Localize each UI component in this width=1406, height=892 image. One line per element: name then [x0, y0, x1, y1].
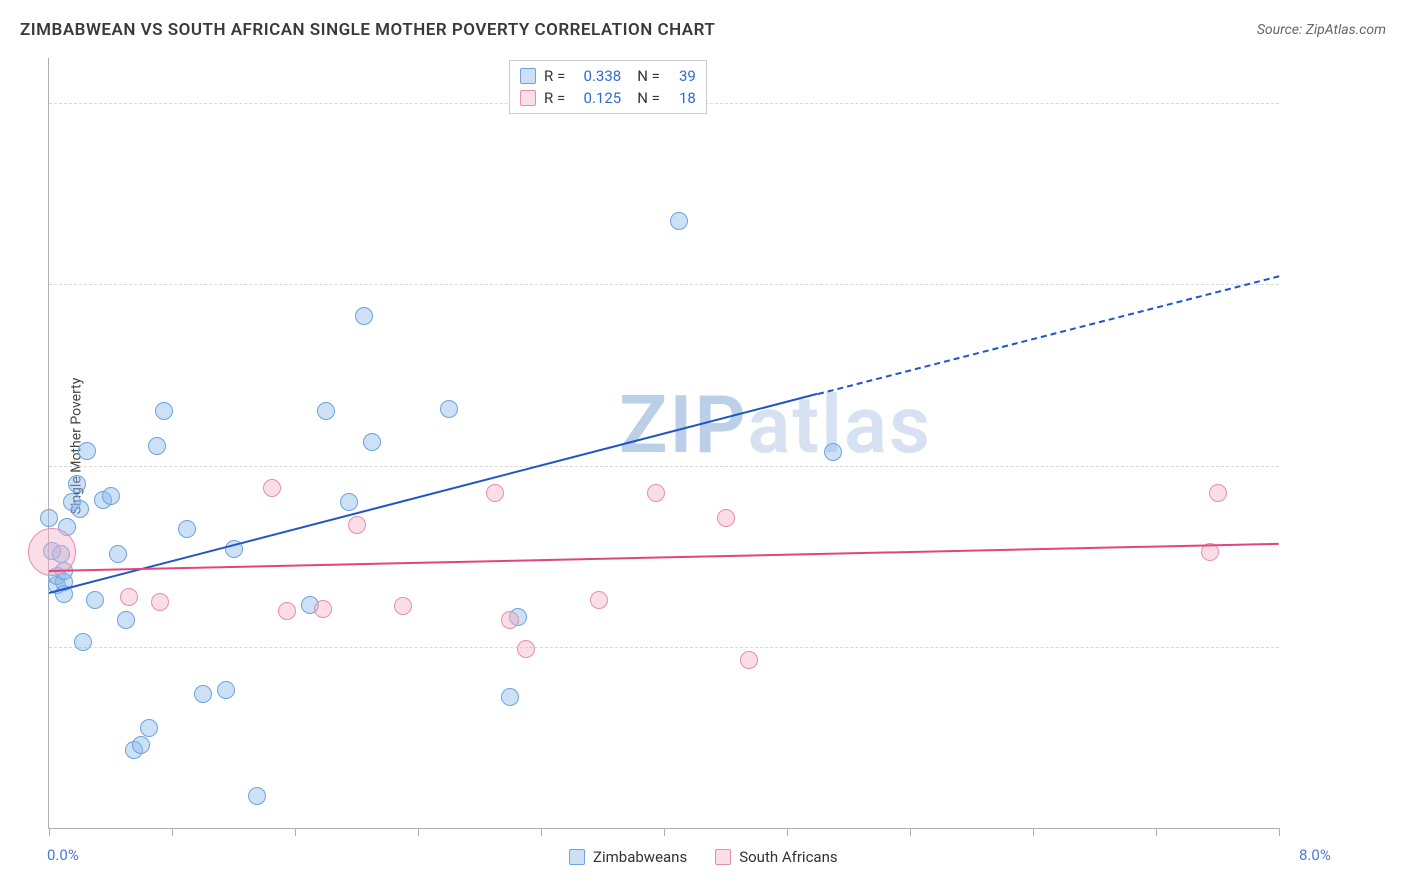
- data-point: [278, 602, 296, 620]
- stat-r-value: 0.125: [573, 87, 621, 109]
- x-tick: [664, 828, 665, 836]
- data-point: [140, 719, 158, 737]
- data-point: [194, 685, 212, 703]
- data-point: [314, 600, 332, 618]
- gridline: [49, 466, 1279, 467]
- data-point: [740, 651, 758, 669]
- scatter-plot-area: ZIPatlas 0.0%8.0%R =0.338N =39R =0.125N …: [48, 58, 1279, 829]
- stat-r-label: R =: [544, 87, 565, 109]
- x-tick: [49, 828, 50, 836]
- data-point: [363, 433, 381, 451]
- chart-title: ZIMBABWEAN VS SOUTH AFRICAN SINGLE MOTHE…: [20, 20, 715, 40]
- gridline: [49, 647, 1279, 648]
- x-tick: [1156, 828, 1157, 836]
- legend-swatch: [715, 849, 731, 865]
- data-point: [501, 688, 519, 706]
- x-tick: [418, 828, 419, 836]
- data-point: [647, 484, 665, 502]
- data-point: [355, 307, 373, 325]
- data-point: [824, 443, 842, 461]
- data-point: [109, 545, 127, 563]
- data-point: [71, 500, 89, 518]
- data-point: [440, 400, 458, 418]
- legend-swatch: [520, 68, 536, 84]
- data-point: [132, 736, 150, 754]
- data-point: [394, 597, 412, 615]
- legend-swatch: [569, 849, 585, 865]
- legend: Zimbabweans South Africans: [569, 848, 838, 866]
- data-point: [40, 509, 58, 527]
- data-point: [217, 681, 235, 699]
- data-point: [486, 484, 504, 502]
- stat-n-value: 18: [668, 87, 696, 109]
- stat-n-label: N =: [637, 87, 660, 109]
- data-point: [717, 509, 735, 527]
- x-tick: [1279, 828, 1280, 836]
- gridline: [49, 284, 1279, 285]
- legend-label: Zimbabweans: [593, 848, 687, 866]
- x-tick: [787, 828, 788, 836]
- legend-item: Zimbabweans: [569, 848, 687, 866]
- trend-line: [49, 393, 818, 594]
- x-tick: [910, 828, 911, 836]
- stat-r-value: 0.338: [573, 65, 621, 87]
- x-tick: [295, 828, 296, 836]
- data-point: [517, 640, 535, 658]
- data-point: [102, 487, 120, 505]
- stats-row: R = 0.338 N = 39: [520, 65, 696, 87]
- data-point: [1209, 484, 1227, 502]
- legend-item: South Africans: [715, 848, 837, 866]
- x-tick: [541, 828, 542, 836]
- data-point: [117, 611, 135, 629]
- data-point: [590, 591, 608, 609]
- data-point: [120, 588, 138, 606]
- data-point: [78, 442, 96, 460]
- x-tick-label: 8.0%: [1299, 846, 1331, 864]
- source-label: Source: ZipAtlas.com: [1257, 22, 1386, 38]
- legend-swatch: [520, 90, 536, 106]
- stat-n-label: N =: [637, 65, 660, 87]
- data-point: [340, 493, 358, 511]
- stat-n-value: 39: [668, 65, 696, 87]
- stats-row: R = 0.125 N = 18: [520, 87, 696, 109]
- x-tick: [172, 828, 173, 836]
- data-point: [74, 633, 92, 651]
- data-point: [178, 520, 196, 538]
- data-point: [348, 516, 366, 534]
- x-tick: [1033, 828, 1034, 836]
- trend-line: [818, 275, 1280, 395]
- data-point: [28, 528, 76, 576]
- data-point: [263, 479, 281, 497]
- data-point: [86, 591, 104, 609]
- legend-label: South Africans: [739, 848, 837, 866]
- data-point: [317, 402, 335, 420]
- data-point: [501, 611, 519, 629]
- data-point: [155, 402, 173, 420]
- data-point: [148, 437, 166, 455]
- watermark: ZIPatlas: [619, 378, 932, 472]
- data-point: [68, 475, 86, 493]
- data-point: [670, 212, 688, 230]
- stats-box: R = 0.338 N = 39 R = 0.125 N = 18: [509, 60, 707, 114]
- data-point: [248, 787, 266, 805]
- x-tick-label: 0.0%: [47, 846, 79, 864]
- stat-r-label: R =: [544, 65, 565, 87]
- data-point: [151, 593, 169, 611]
